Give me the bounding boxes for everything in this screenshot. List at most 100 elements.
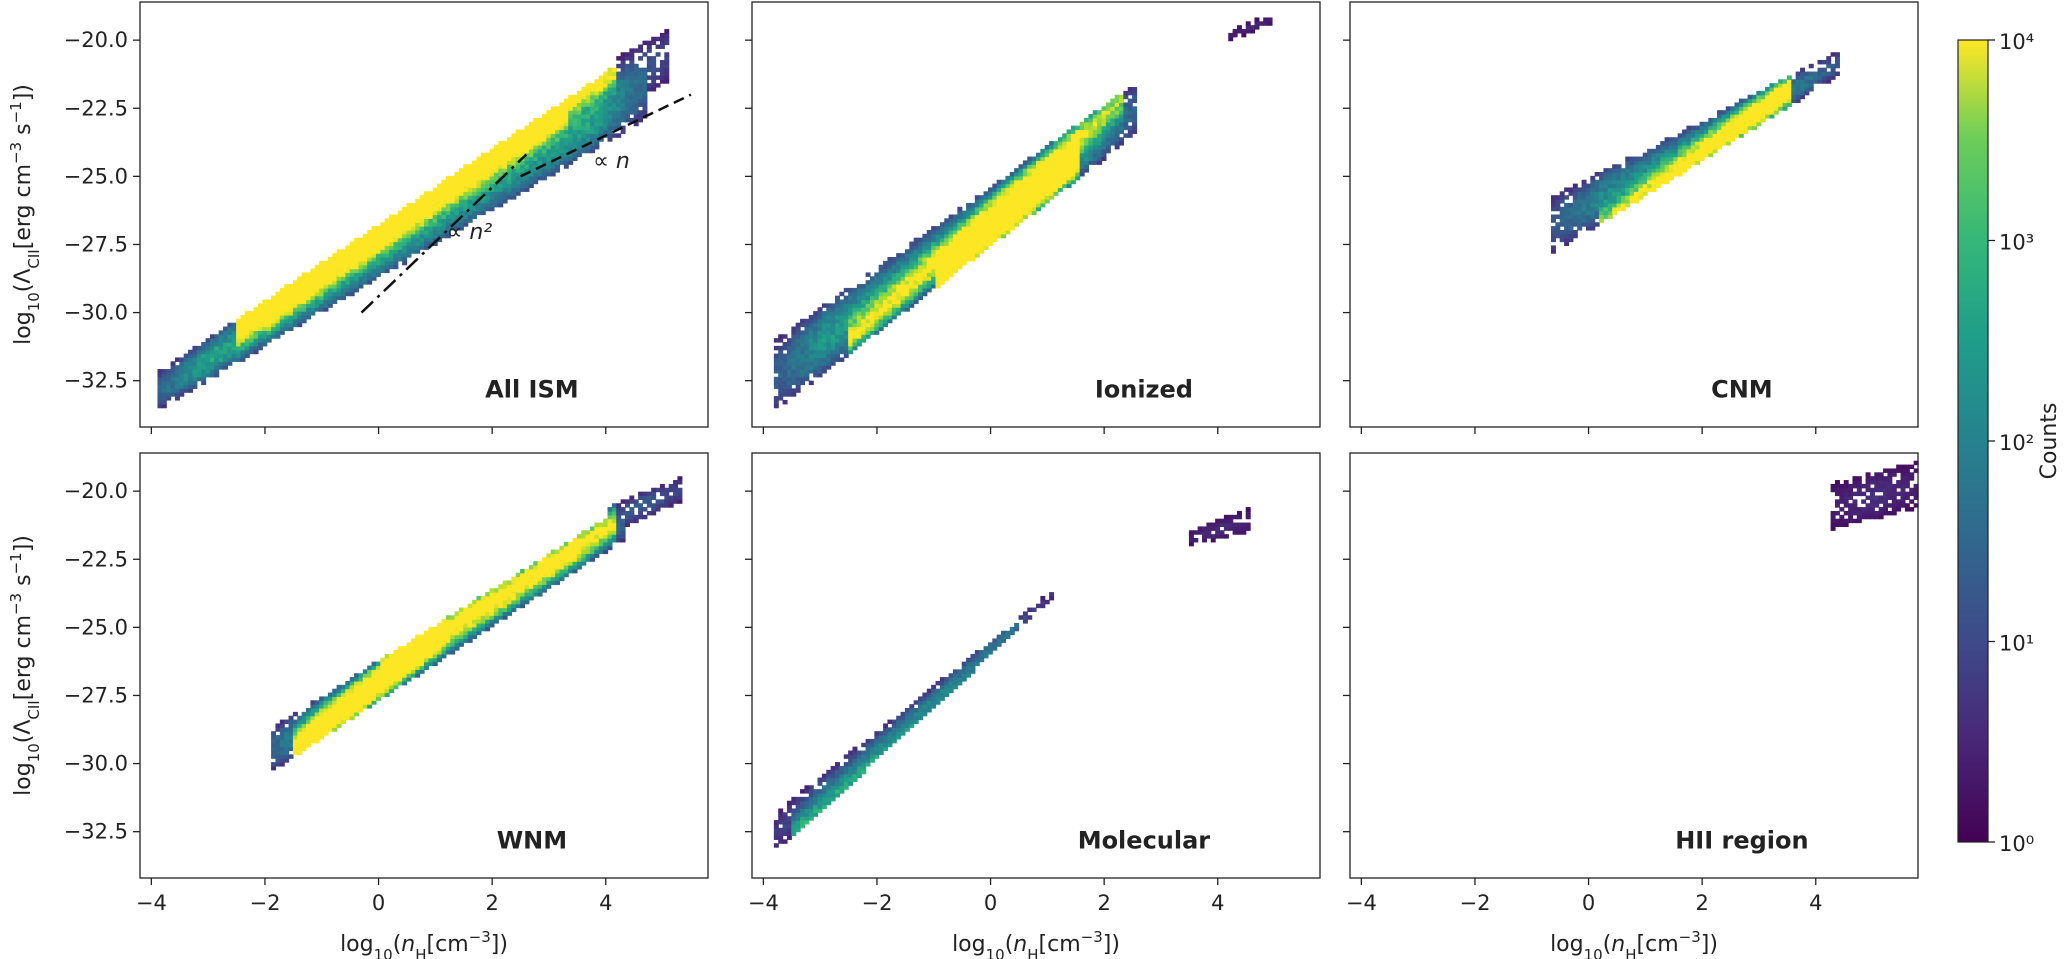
heatmap-cell [157, 399, 163, 405]
heatmap-cell [944, 680, 950, 686]
heatmap-cell [996, 202, 1002, 208]
heatmap-cell [424, 653, 429, 659]
heatmap-cell [1075, 152, 1081, 158]
heatmap-cell [904, 299, 910, 304]
heatmap-cell [835, 330, 840, 335]
heatmap-cell [218, 361, 224, 366]
y-tick-label: −30.0 [64, 752, 128, 776]
heatmap-cell [813, 322, 819, 328]
heatmap-cell [826, 330, 832, 335]
heatmap-cell [384, 233, 390, 239]
heatmap-cell [1001, 218, 1007, 223]
heatmap-cell [1241, 526, 1247, 531]
heatmap-cell [454, 634, 460, 640]
heatmap-cell [1616, 164, 1622, 169]
heatmap-cell [1690, 137, 1696, 142]
heatmap-cell [323, 303, 329, 308]
heatmap-cell [1555, 202, 1561, 208]
heatmap-cell [349, 272, 355, 277]
heatmap-cell [1070, 160, 1076, 165]
heatmap-cell [1027, 168, 1033, 173]
heatmap-cell [603, 94, 609, 100]
heatmap-cell [179, 369, 185, 374]
heatmap-cell [856, 326, 862, 332]
heatmap-cell [231, 353, 237, 359]
heatmap-cell [1800, 79, 1805, 84]
heatmap-cell [397, 229, 403, 235]
heatmap-cell [865, 326, 871, 332]
heatmap-cell [236, 342, 242, 347]
heatmap-cell [585, 538, 591, 543]
heatmap-cell [223, 357, 228, 362]
heatmap-cell [467, 603, 473, 609]
heatmap-cell [380, 268, 386, 274]
heatmap-cell [1834, 491, 1840, 497]
heatmap-cell [279, 307, 285, 312]
heatmap-cell [537, 125, 543, 131]
heatmap-cell [319, 260, 325, 266]
heatmap-cell [1725, 133, 1731, 138]
heatmap-cell [904, 272, 910, 277]
heatmap-cell [161, 399, 167, 405]
heatmap-cell [441, 183, 447, 189]
heatmap-cell [192, 349, 198, 355]
heatmap-cell [1695, 129, 1701, 134]
heatmap-cell [1695, 148, 1701, 154]
heatmap-cell [563, 541, 569, 547]
heatmap-cell [485, 175, 491, 181]
heatmap-cell [563, 141, 569, 146]
heatmap-cell [340, 711, 346, 717]
heatmap-cell [1655, 156, 1661, 162]
heatmap-cell [502, 592, 508, 597]
heatmap-cell [992, 229, 998, 235]
heatmap-cell [458, 226, 464, 231]
heatmap-cell [594, 549, 600, 555]
heatmap-cell [502, 615, 508, 620]
heatmap-cell [1018, 172, 1024, 177]
heatmap-cell [603, 75, 609, 80]
heatmap-cell [883, 284, 889, 289]
heatmap-cell [922, 253, 928, 258]
heatmap-cell [188, 353, 194, 359]
heatmap-cell [161, 388, 167, 393]
heatmap-cell [367, 229, 373, 235]
heatmap-cell [1620, 191, 1626, 196]
heatmap-cell [659, 491, 665, 497]
heatmap-cell [869, 284, 875, 289]
heatmap-cell [419, 241, 425, 247]
heatmap-cell [800, 376, 806, 382]
heatmap-cell [1717, 121, 1722, 127]
heatmap-cell [633, 518, 639, 524]
heatmap-cell [673, 483, 679, 489]
heatmap-cell [1036, 179, 1041, 185]
heatmap-cell [240, 334, 246, 339]
heatmap-cell [332, 287, 338, 293]
heatmap-cell [594, 553, 600, 558]
heatmap-cell [563, 110, 569, 115]
heatmap-cell [406, 210, 412, 216]
heatmap-cell [835, 357, 840, 362]
heatmap-cell [572, 137, 578, 142]
heatmap-cell [1677, 172, 1683, 177]
heatmap-cell [668, 499, 674, 504]
heatmap-cell [961, 661, 967, 667]
heatmap-cell [445, 650, 451, 655]
heatmap-cell [813, 314, 819, 320]
heatmap-cell [904, 284, 910, 289]
heatmap-cell [1839, 495, 1845, 500]
heatmap-cell [1079, 148, 1085, 154]
heatmap-cell [437, 650, 443, 655]
heatmap-cell [611, 90, 617, 96]
heatmap-cell [1022, 202, 1028, 208]
heatmap-cell [904, 280, 910, 285]
heatmap-cell [594, 133, 600, 138]
heatmap-cell [327, 303, 333, 308]
heatmap-cell [568, 152, 574, 158]
heatmap-cell [839, 773, 845, 779]
heatmap-cell [1830, 71, 1836, 77]
heatmap-cell [214, 369, 220, 374]
heatmap-cell [835, 349, 840, 355]
heatmap-cell [463, 191, 469, 196]
heatmap-cell [271, 326, 277, 332]
heatmap-cell [1856, 480, 1862, 485]
